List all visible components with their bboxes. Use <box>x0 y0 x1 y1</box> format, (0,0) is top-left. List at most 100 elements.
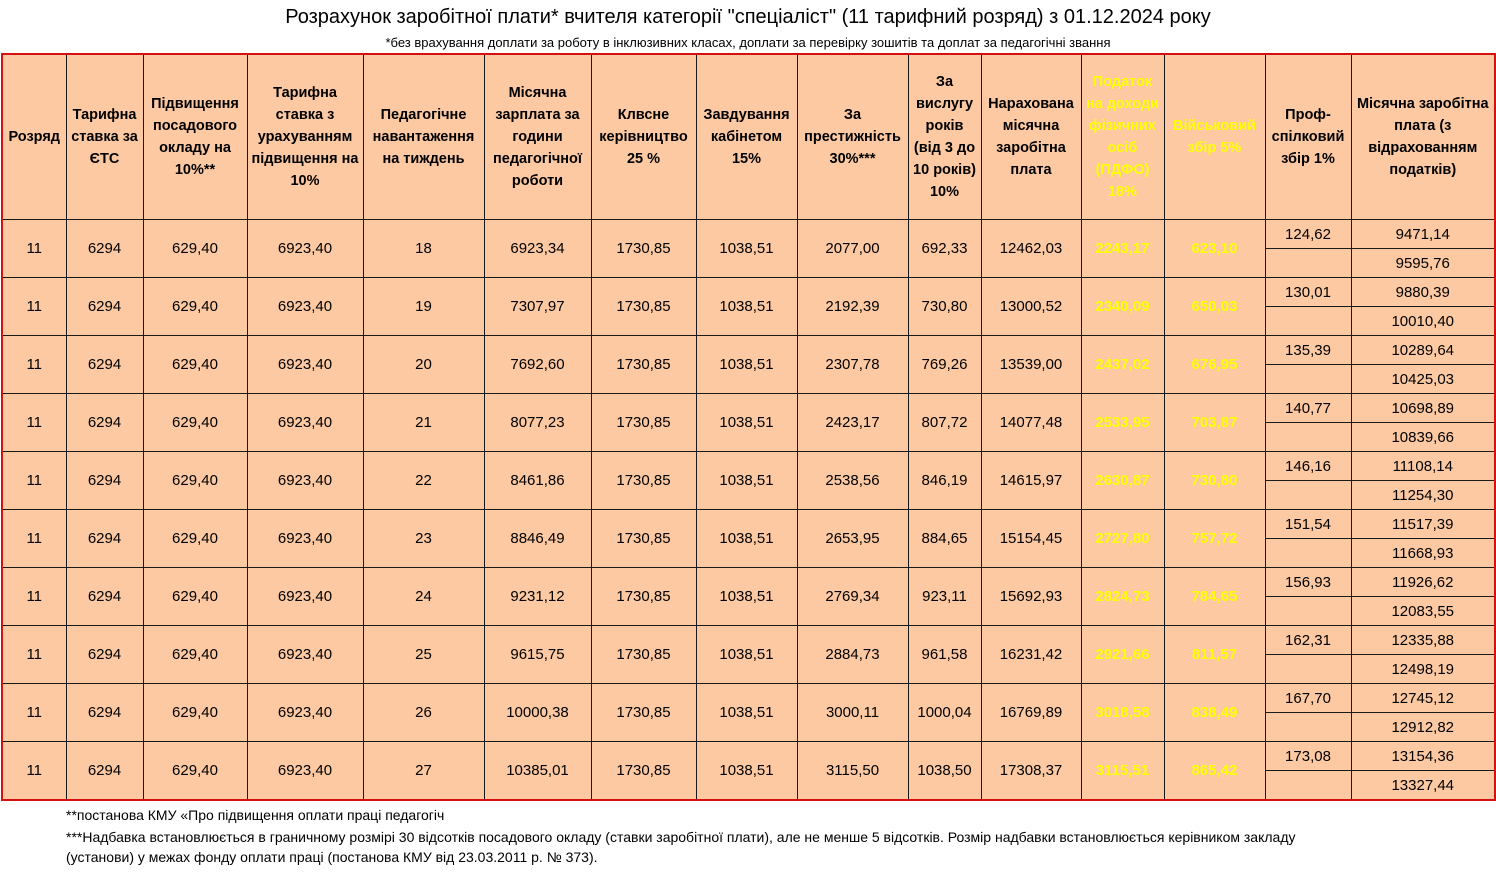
cell-rate: 6294 <box>65 219 144 278</box>
cell-net-no-union: 10425,03 <box>1350 364 1496 394</box>
header-rate: Тарифна ставка за ЄТС <box>65 53 144 220</box>
header-load: Педагогічне навантаження на тиждень <box>362 53 485 220</box>
cell-prestige: 2192,39 <box>796 277 909 336</box>
cell-net: 13154,36 <box>1350 741 1496 771</box>
cell-union-empty <box>1264 654 1352 684</box>
cell-monthly: 9231,12 <box>483 567 592 626</box>
cell-raise: 629,40 <box>142 741 248 801</box>
cell-accrued: 12462,03 <box>980 219 1082 278</box>
cell-pdfo: 3115,51 <box>1080 741 1165 801</box>
cell-prestige: 2653,95 <box>796 509 909 568</box>
cell-net: 12335,88 <box>1350 625 1496 655</box>
header-accrued: Нарахована місячна заробітна плата <box>980 53 1082 220</box>
cell-cabinet: 1038,51 <box>695 509 798 568</box>
cell-cabinet: 1038,51 <box>695 277 798 336</box>
cell-monthly: 8077,23 <box>483 393 592 452</box>
cell-military: 865,42 <box>1163 741 1266 801</box>
header-rank: Розряд <box>1 53 67 220</box>
cell-union-empty <box>1264 538 1352 568</box>
cell-rank: 11 <box>1 509 67 568</box>
cell-military: 676,95 <box>1163 335 1266 394</box>
cell-rate-raised: 6923,40 <box>246 509 364 568</box>
table-row-sub: 12498,19 <box>2 654 1496 684</box>
cell-load: 18 <box>362 219 485 278</box>
cell-pdfo: 2921,66 <box>1080 625 1165 684</box>
cell-load: 27 <box>362 741 485 801</box>
cell-military: 757,72 <box>1163 509 1266 568</box>
cell-load: 20 <box>362 335 485 394</box>
cell-seniority: 961,58 <box>907 625 982 684</box>
table-row: 11 6294 629,40 6923,40 24 9231,12 1730,85 1038,… <box>1 567 1496 626</box>
cell-seniority: 846,19 <box>907 451 982 510</box>
cell-union-empty <box>1264 364 1352 394</box>
table-row: 11 6294 629,40 6923,40 22 8461,86 1730,85 1038,… <box>1 451 1496 510</box>
cell-union-empty <box>1264 596 1352 626</box>
cell-raise: 629,40 <box>142 335 248 394</box>
cell-accrued: 16231,42 <box>980 625 1082 684</box>
cell-union: 130,01 <box>1264 277 1352 307</box>
cell-rank: 11 <box>1 277 67 336</box>
cell-rate-raised: 6923,40 <box>246 393 364 452</box>
cell-pdfo: 2824,73 <box>1080 567 1165 626</box>
cell-prestige: 3115,50 <box>796 741 909 801</box>
header-monthly: Місячна зарплата за години педагогічної … <box>483 53 592 220</box>
cell-seniority: 692,33 <box>907 219 982 278</box>
table-row-sub: 11668,93 <box>2 538 1496 568</box>
cell-load: 26 <box>362 683 485 742</box>
table-row: 11 6294 629,40 6923,40 18 6923,34 1730,85 1038,… <box>1 219 1496 278</box>
cell-accrued: 15154,45 <box>980 509 1082 568</box>
cell-net: 11517,39 <box>1350 509 1496 539</box>
cell-military: 838,49 <box>1163 683 1266 742</box>
cell-monthly: 9615,75 <box>483 625 592 684</box>
cell-raise: 629,40 <box>142 277 248 336</box>
cell-class-lead: 1730,85 <box>590 451 697 510</box>
cell-union: 162,31 <box>1264 625 1352 655</box>
cell-cabinet: 1038,51 <box>695 219 798 278</box>
cell-accrued: 15692,93 <box>980 567 1082 626</box>
table-row: 11 6294 629,40 6923,40 27 10385,01 1730,85 1038… <box>1 741 1496 801</box>
cell-pdfo: 2243,17 <box>1080 219 1165 278</box>
cell-prestige: 2538,56 <box>796 451 909 510</box>
cell-seniority: 1038,50 <box>907 741 982 801</box>
cell-raise: 629,40 <box>142 393 248 452</box>
table-row-sub: 13327,44 <box>2 770 1496 801</box>
header-prestige: За престижність 30%*** <box>796 53 909 220</box>
cell-rate-raised: 6923,40 <box>246 335 364 394</box>
header-cabinet: Завдування кабінетом 15% <box>695 53 798 220</box>
cell-raise: 629,40 <box>142 451 248 510</box>
cell-cabinet: 1038,51 <box>695 393 798 452</box>
cell-net-no-union: 9595,76 <box>1350 248 1496 278</box>
cell-cabinet: 1038,51 <box>695 625 798 684</box>
header-row: Розряд Тарифна ставка за ЄТС Підвищення … <box>1 53 1496 220</box>
salary-table: Розряд Тарифна ставка за ЄТС Підвищення … <box>1 53 1496 801</box>
cell-union-empty <box>1264 306 1352 336</box>
cell-rank: 11 <box>1 393 67 452</box>
cell-class-lead: 1730,85 <box>590 277 697 336</box>
cell-rate-raised: 6923,40 <box>246 625 364 684</box>
cell-rate: 6294 <box>65 567 144 626</box>
cell-class-lead: 1730,85 <box>590 219 697 278</box>
cell-raise: 629,40 <box>142 567 248 626</box>
cell-net: 11926,62 <box>1350 567 1496 597</box>
cell-monthly: 6923,34 <box>483 219 592 278</box>
cell-union: 146,16 <box>1264 451 1352 481</box>
cell-seniority: 923,11 <box>907 567 982 626</box>
table-row: 11 6294 629,40 6923,40 25 9615,75 1730,85 1038,… <box>1 625 1496 684</box>
cell-net-no-union: 10839,66 <box>1350 422 1496 452</box>
cell-rank: 11 <box>1 219 67 278</box>
cell-class-lead: 1730,85 <box>590 509 697 568</box>
cell-union-empty <box>1264 248 1352 278</box>
cell-class-lead: 1730,85 <box>590 393 697 452</box>
table-row-sub: 12912,82 <box>2 712 1496 742</box>
cell-seniority: 769,26 <box>907 335 982 394</box>
cell-military: 730,80 <box>1163 451 1266 510</box>
cell-rate: 6294 <box>65 277 144 336</box>
header-military: Військовий збір 5% <box>1163 53 1266 220</box>
cell-union: 151,54 <box>1264 509 1352 539</box>
cell-load: 25 <box>362 625 485 684</box>
cell-accrued: 13539,00 <box>980 335 1082 394</box>
cell-prestige: 3000,11 <box>796 683 909 742</box>
cell-union: 135,39 <box>1264 335 1352 365</box>
cell-class-lead: 1730,85 <box>590 335 697 394</box>
cell-seniority: 807,72 <box>907 393 982 452</box>
